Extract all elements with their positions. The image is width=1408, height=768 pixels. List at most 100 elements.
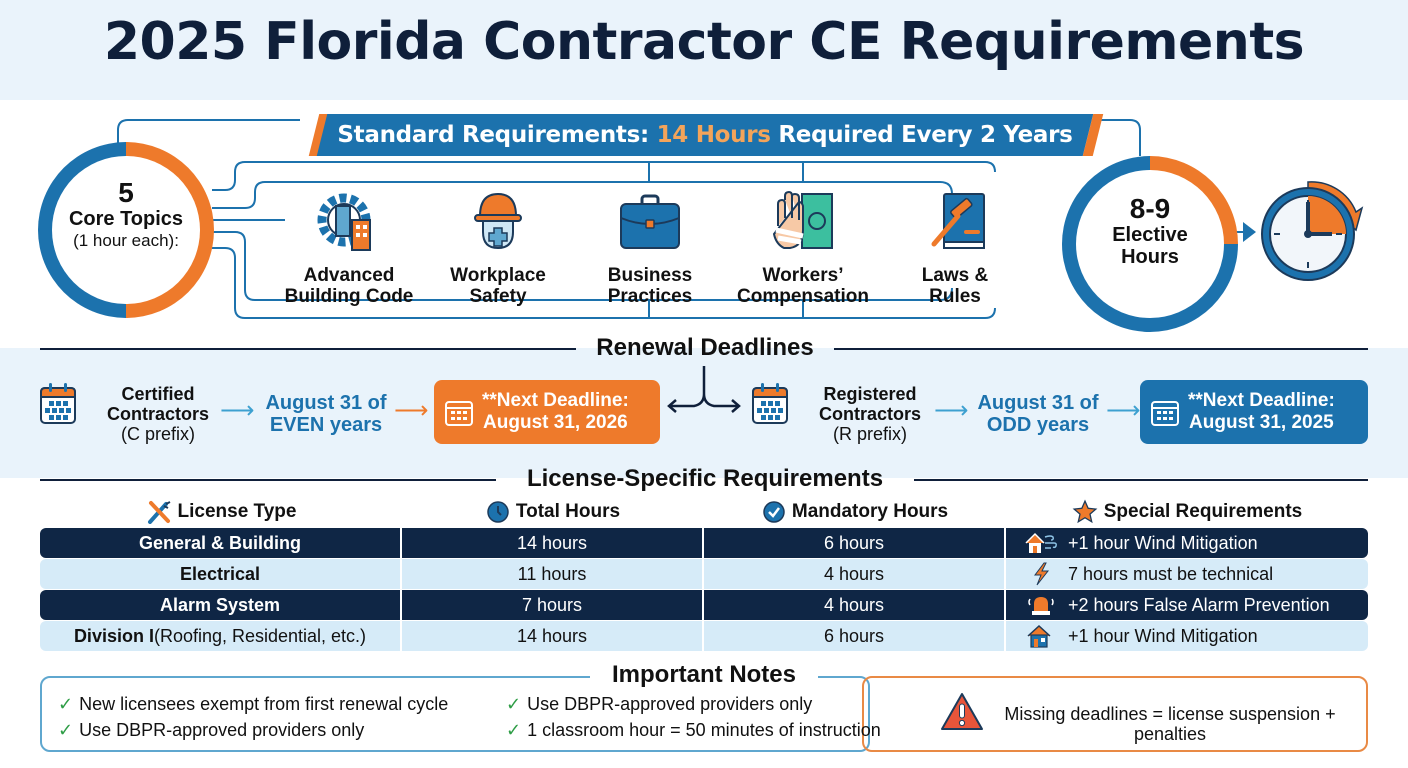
header-label: Mandatory Hours — [791, 501, 949, 522]
warning-text: Missing deadlines = license suspension +… — [1004, 704, 1336, 744]
license-specific-title: License-Specific Requirements — [526, 465, 884, 492]
renewal-deadlines-title: Renewal Deadlines — [596, 334, 814, 361]
header-special-requirements: Special Requirements — [1006, 499, 1368, 524]
warning-icon — [941, 693, 983, 730]
banner-suffix: Required Every 2 Years — [770, 122, 1073, 148]
house-icon — [1027, 624, 1051, 648]
cell-mandatory-hours: 6 hours — [704, 621, 1006, 651]
cell-license-type: Electrical — [40, 559, 402, 589]
gavel-book-icon — [931, 193, 985, 249]
note-item: ✓ 1 classroom hour = 50 minutes of instru… — [506, 720, 881, 741]
header-total-hours: Total Hours — [402, 500, 704, 524]
title-band — [0, 0, 1408, 100]
note-item: ✓ Use DBPR-approved providers only — [506, 694, 812, 715]
connector-lines — [117, 119, 1256, 319]
arrow-right-icon: ⟶ — [220, 397, 255, 424]
star-icon — [1072, 499, 1098, 524]
page-title: 2025 Florida Contractor CE Requirements — [103, 12, 1305, 72]
note-item: ✓ New licensees exempt from first renewal… — [58, 694, 448, 715]
divider — [40, 479, 496, 481]
banner-prefix: Standard Requirements: — [337, 122, 657, 148]
license-type-main: Division I — [73, 625, 154, 646]
topic-laws-and-rules: Laws & Rules — [880, 190, 1030, 307]
notes-box — [40, 676, 870, 752]
cell-mandatory-hours: 4 hours — [704, 590, 1006, 620]
header-label: Total Hours — [515, 501, 621, 522]
check-icon: ✓ — [506, 720, 522, 740]
note-text: 1 classroom hour = 50 minutes of instruc… — [527, 720, 881, 740]
deadline-text: **Next Deadline: August 31, 2025 — [1188, 390, 1335, 433]
arrow-right-icon: ⟶ — [394, 397, 429, 424]
header-label: License Type — [177, 501, 297, 522]
cell-mandatory-hours: 6 hours — [704, 528, 1006, 558]
core-topics-sub: (1 hour each): — [73, 231, 179, 250]
topic-business-practices: Business Practices — [575, 190, 725, 307]
calendar-icon — [752, 383, 788, 424]
table-row: Alarm System 7 hours 4 hours +2 hours Fa… — [40, 590, 1368, 620]
table-row: General & Building 14 hours 6 hours +1 h… — [40, 528, 1368, 558]
core-topics-ring-inner — [52, 156, 200, 304]
alarm-siren-icon — [1028, 597, 1054, 615]
cell-total-hours: 14 hours — [402, 621, 704, 651]
topic-workers-compensation: Workers’ Compensation — [728, 190, 878, 307]
warning-box — [862, 676, 1368, 752]
notes-title-bg — [590, 660, 818, 694]
calendar-icon — [1151, 401, 1179, 426]
important-notes-title: Important Notes — [611, 661, 796, 688]
cell-special: +2 hours False Alarm Prevention — [1006, 590, 1368, 620]
core-topics-label: 5 Core Topics (1 hour each): — [52, 178, 200, 252]
note-text: New licensees exempt from first renewal … — [79, 694, 449, 714]
header-mandatory-hours: Mandatory Hours — [704, 500, 1006, 524]
elective-hours-count: 8-9 — [1129, 193, 1171, 224]
note-item: ✓ Use DBPR-approved providers only — [58, 720, 364, 741]
check-icon: ✓ — [58, 694, 74, 714]
check-circle-icon — [763, 501, 785, 523]
tools-icon — [147, 501, 170, 524]
cell-special: 7 hours must be technical — [1006, 559, 1368, 589]
table-row: Division I (Roofing, Residential, etc.) … — [40, 621, 1368, 651]
certified-deadline-rule: August 31 of EVEN years — [265, 392, 387, 436]
elective-hours-ring-inner — [1076, 170, 1224, 318]
divider — [834, 348, 1368, 350]
arrow-right-icon: ⟶ — [1106, 397, 1141, 424]
cell-special: +1 hour Wind Mitigation — [1006, 621, 1368, 651]
arrow-right-icon: ⟶ — [934, 397, 969, 424]
special-text: +2 hours False Alarm Prevention — [1068, 594, 1330, 615]
cell-license-type: General & Building — [40, 528, 402, 558]
registered-deadline-rule: August 31 of ODD years — [977, 392, 1099, 436]
cell-special: +1 hour Wind Mitigation — [1006, 528, 1368, 558]
header-license-type: License Type — [40, 500, 402, 524]
special-text: +1 hour Wind Mitigation — [1068, 532, 1258, 553]
cell-license-type: Division I (Roofing, Residential, etc.) — [40, 621, 402, 651]
topic-advanced-building-code: Advanced Building Code — [274, 190, 424, 307]
elective-line2: Hours — [1121, 246, 1179, 268]
special-text: +1 hour Wind Mitigation — [1068, 625, 1258, 646]
branch-arrow-icon — [667, 366, 741, 413]
hard-hat-icon — [474, 192, 522, 250]
header-label: Special Requirements — [1103, 501, 1303, 522]
note-text: Use DBPR-approved providers only — [79, 720, 365, 740]
cell-total-hours: 14 hours — [402, 528, 704, 558]
topic-label: Workers’ Compensation — [737, 265, 869, 307]
cell-license-type: Alarm System — [40, 590, 402, 620]
clock-icon — [1261, 181, 1364, 281]
certified-next-deadline: **Next Deadline: August 31, 2026 — [434, 380, 660, 444]
license-type-extra: (Roofing, Residential, etc.) — [153, 625, 367, 646]
elective-line1: Elective — [1112, 224, 1188, 246]
house-wind-icon — [1025, 532, 1057, 553]
lightning-icon — [1034, 562, 1050, 586]
clock-icon — [487, 501, 509, 523]
divider — [914, 479, 1368, 481]
divider — [40, 348, 576, 350]
certified-contractors-label: Certified Contractors (C prefix) — [106, 384, 209, 444]
core-topics-title: Core Topics — [68, 208, 184, 230]
topic-workplace-safety: Workplace Safety — [423, 190, 573, 307]
topic-label: Business Practices — [607, 265, 693, 307]
cell-total-hours: 11 hours — [402, 559, 704, 589]
calendar-icon — [40, 383, 76, 424]
building-gear-icon — [317, 193, 371, 251]
topic-label: Laws & Rules — [921, 265, 989, 307]
check-icon: ✓ — [506, 694, 522, 714]
briefcase-icon — [620, 194, 680, 249]
cell-mandatory-hours: 4 hours — [704, 559, 1006, 589]
